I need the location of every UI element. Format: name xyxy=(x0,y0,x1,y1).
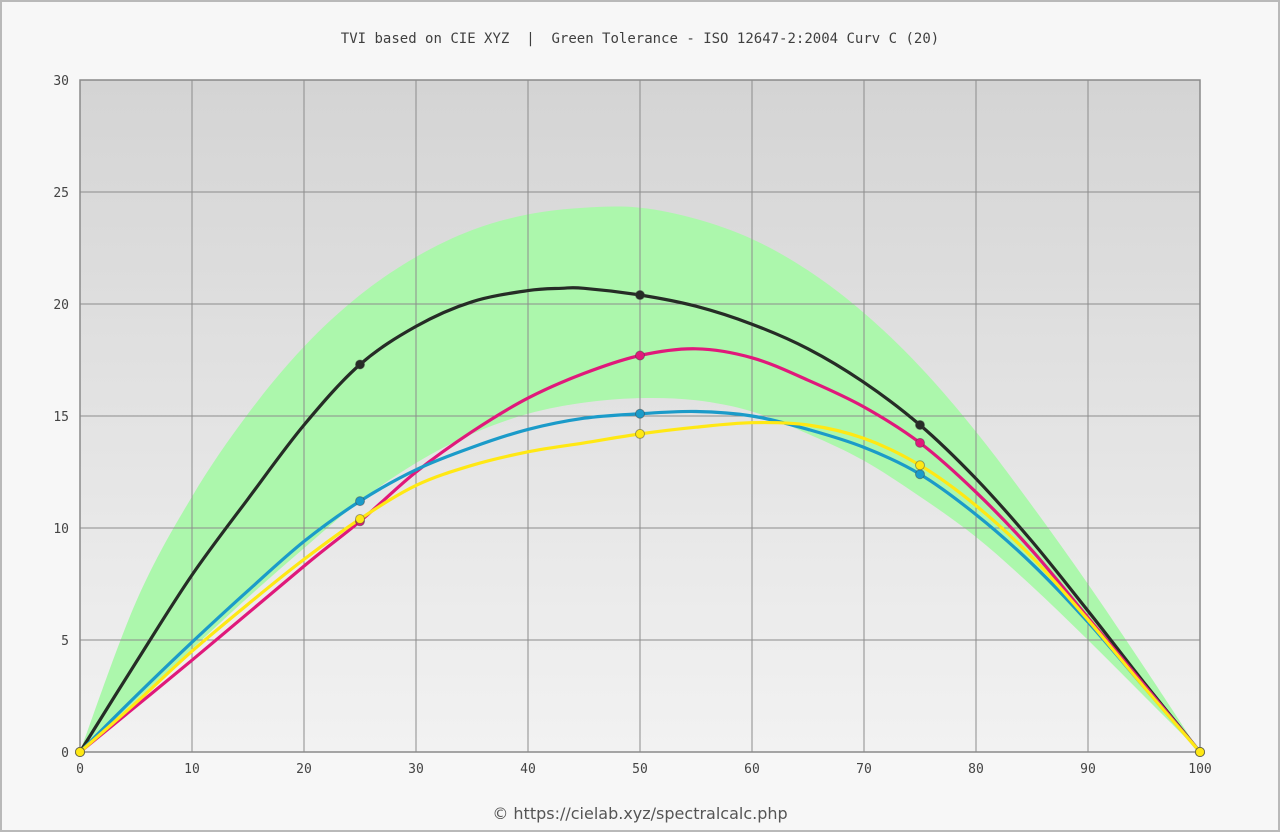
y-tick-label: 5 xyxy=(61,634,69,649)
data-point xyxy=(915,469,925,480)
data-point xyxy=(75,747,85,757)
x-tick-label: 70 xyxy=(856,762,872,777)
data-point xyxy=(635,350,645,361)
x-tick-label: 90 xyxy=(1080,762,1096,777)
x-tick-label: 10 xyxy=(184,762,200,777)
data-point xyxy=(355,359,365,370)
data-point xyxy=(1195,747,1205,757)
data-point xyxy=(915,437,925,448)
y-tick-label: 10 xyxy=(53,522,69,537)
x-tick-label: 100 xyxy=(1188,762,1211,777)
y-tick-label: 0 xyxy=(61,746,69,761)
y-tick-label: 15 xyxy=(53,410,69,425)
tolerance-band xyxy=(80,206,1200,752)
x-tick-label: 80 xyxy=(968,762,984,777)
y-tick-label: 30 xyxy=(53,74,69,89)
x-tick-label: 40 xyxy=(520,762,536,777)
x-tick-label: 20 xyxy=(296,762,312,777)
data-point xyxy=(915,460,925,471)
x-tick-label: 50 xyxy=(632,762,648,777)
credit-text: © https://cielab.xyz/spectralcalc.php xyxy=(492,804,788,823)
series-line xyxy=(78,286,1202,754)
data-point xyxy=(355,496,365,507)
plot-border xyxy=(79,79,1201,753)
x-tick-label: 0 xyxy=(76,762,84,777)
series-line xyxy=(78,347,1202,754)
x-tick-label: 60 xyxy=(744,762,760,777)
x-tick-label: 30 xyxy=(408,762,424,777)
data-point xyxy=(915,419,925,430)
data-point xyxy=(635,428,645,439)
y-tick-label: 20 xyxy=(53,298,69,313)
data-point xyxy=(355,514,365,525)
chart-title: TVI based on CIE XYZ | Green Tolerance -… xyxy=(340,31,940,47)
y-tick-label: 25 xyxy=(53,186,69,201)
data-point xyxy=(635,290,645,301)
data-point xyxy=(635,408,645,419)
